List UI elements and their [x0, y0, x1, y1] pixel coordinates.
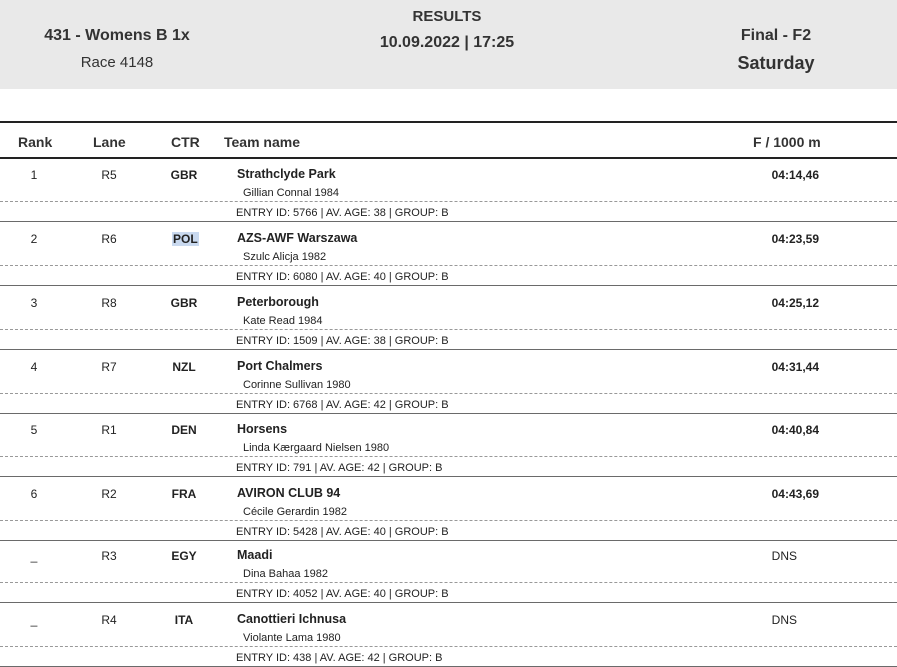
- table-row: 6 R2 FRA AVIRON CLUB 94 Cécile Gerardin …: [0, 478, 897, 541]
- rank-cell: 5: [30, 423, 38, 437]
- team-name: Maadi: [237, 548, 273, 562]
- race-day: Saturday: [737, 53, 815, 73]
- column-rank: Rank: [18, 134, 53, 150]
- row-divider: [0, 201, 897, 202]
- team-name: AZS-AWF Warszawa: [237, 231, 358, 245]
- row-divider: [0, 582, 897, 583]
- country-cell: EGY: [171, 549, 197, 563]
- table-row: 2 R6 POL AZS-AWF Warszawa Szulc Alicja 1…: [0, 223, 897, 286]
- row-divider: [0, 265, 897, 266]
- row-divider: [0, 393, 897, 394]
- race-phase: Final - F2: [740, 27, 812, 44]
- time-cell: 04:31,44: [771, 360, 819, 374]
- rower-name: Cécile Gerardin 1982: [243, 506, 347, 518]
- rank-cell: _: [30, 613, 38, 627]
- country-cell: GBR: [170, 168, 198, 182]
- team-name: Canottieri Ichnusa: [237, 612, 347, 626]
- team-name: AVIRON CLUB 94: [237, 486, 341, 500]
- lane-cell: R4: [101, 613, 117, 627]
- table-row: _ R4 ITA Canottieri Ichnusa Violante Lam…: [0, 604, 897, 667]
- lane-cell: R1: [101, 423, 117, 437]
- team-name: Peterborough: [237, 295, 319, 309]
- entry-info: ENTRY ID: 1509 | AV. AGE: 38 | GROUP: B: [236, 335, 449, 347]
- table-row: 4 R7 NZL Port Chalmers Corinne Sullivan …: [0, 351, 897, 414]
- rank-cell: _: [30, 549, 38, 563]
- country-cell: POL: [172, 232, 199, 246]
- rank-cell: 3: [30, 296, 38, 310]
- rower-name: Szulc Alicja 1982: [243, 251, 327, 263]
- time-cell: DNS: [771, 613, 797, 627]
- team-name: Port Chalmers: [237, 359, 323, 373]
- row-divider: [0, 520, 897, 521]
- lane-cell: R5: [101, 168, 117, 182]
- column-team-name: Team name: [224, 134, 300, 150]
- time-cell: 04:40,84: [771, 423, 819, 437]
- lane-cell: R6: [101, 232, 117, 246]
- entry-info: ENTRY ID: 6080 | AV. AGE: 40 | GROUP: B: [236, 271, 449, 283]
- race-datetime: 10.09.2022 | 17:25: [379, 34, 515, 51]
- entry-info: ENTRY ID: 438 | AV. AGE: 42 | GROUP: B: [236, 652, 443, 664]
- event-name: 431 - Womens B 1x: [44, 27, 190, 44]
- rank-cell: 4: [30, 360, 38, 374]
- time-cell: 04:43,69: [771, 487, 819, 501]
- results-header: 431 - Womens B 1x Race 4148 RESULTS 10.0…: [0, 0, 897, 89]
- rower-name: Violante Lama 1980: [243, 632, 341, 644]
- table-row: 1 R5 GBR Strathclyde Park Gillian Connal…: [0, 159, 897, 222]
- team-name: Horsens: [237, 422, 288, 436]
- row-divider: [0, 456, 897, 457]
- table-row: _ R3 EGY Maadi Dina Bahaa 1982 ENTRY ID:…: [0, 540, 897, 603]
- row-divider: [0, 646, 897, 647]
- race-number: Race 4148: [80, 54, 154, 71]
- time-cell: 04:14,46: [771, 168, 819, 182]
- rank-cell: 2: [30, 232, 38, 246]
- entry-info: ENTRY ID: 5766 | AV. AGE: 38 | GROUP: B: [236, 207, 449, 219]
- table-header: Rank Lane CTR Team name F / 1000 m: [0, 121, 897, 159]
- lane-cell: R3: [101, 549, 117, 563]
- page-title: RESULTS: [412, 8, 482, 25]
- country-cell: ITA: [174, 613, 194, 627]
- rower-name: Linda Kærgaard Nielsen 1980: [243, 442, 390, 454]
- time-cell: 04:25,12: [771, 296, 819, 310]
- rower-name: Corinne Sullivan 1980: [243, 379, 351, 391]
- entry-info: ENTRY ID: 5428 | AV. AGE: 40 | GROUP: B: [236, 526, 449, 538]
- column-ctr: CTR: [171, 134, 200, 150]
- entry-info: ENTRY ID: 791 | AV. AGE: 42 | GROUP: B: [236, 462, 443, 474]
- entry-info: ENTRY ID: 4052 | AV. AGE: 40 | GROUP: B: [236, 588, 449, 600]
- rank-cell: 1: [30, 168, 38, 182]
- column-lane: Lane: [93, 134, 126, 150]
- table-row: 5 R1 DEN Horsens Linda Kærgaard Nielsen …: [0, 414, 897, 477]
- country-cell: FRA: [171, 487, 197, 501]
- lane-cell: R2: [101, 487, 117, 501]
- lane-cell: R8: [101, 296, 117, 310]
- lane-cell: R7: [101, 360, 117, 374]
- country-cell: DEN: [171, 423, 197, 437]
- country-cell: NZL: [172, 360, 196, 374]
- row-divider: [0, 329, 897, 330]
- team-name: Strathclyde Park: [237, 167, 336, 181]
- entry-info: ENTRY ID: 6768 | AV. AGE: 42 | GROUP: B: [236, 399, 449, 411]
- table-row: 3 R8 GBR Peterborough Kate Read 1984 ENT…: [0, 287, 897, 350]
- column-time: F / 1000 m: [753, 134, 821, 150]
- time-cell: DNS: [771, 549, 797, 563]
- rower-name: Gillian Connal 1984: [243, 187, 340, 199]
- rower-name: Dina Bahaa 1982: [243, 568, 329, 580]
- country-cell: GBR: [170, 296, 198, 310]
- rower-name: Kate Read 1984: [243, 315, 323, 327]
- time-cell: 04:23,59: [771, 232, 819, 246]
- rank-cell: 6: [30, 487, 38, 501]
